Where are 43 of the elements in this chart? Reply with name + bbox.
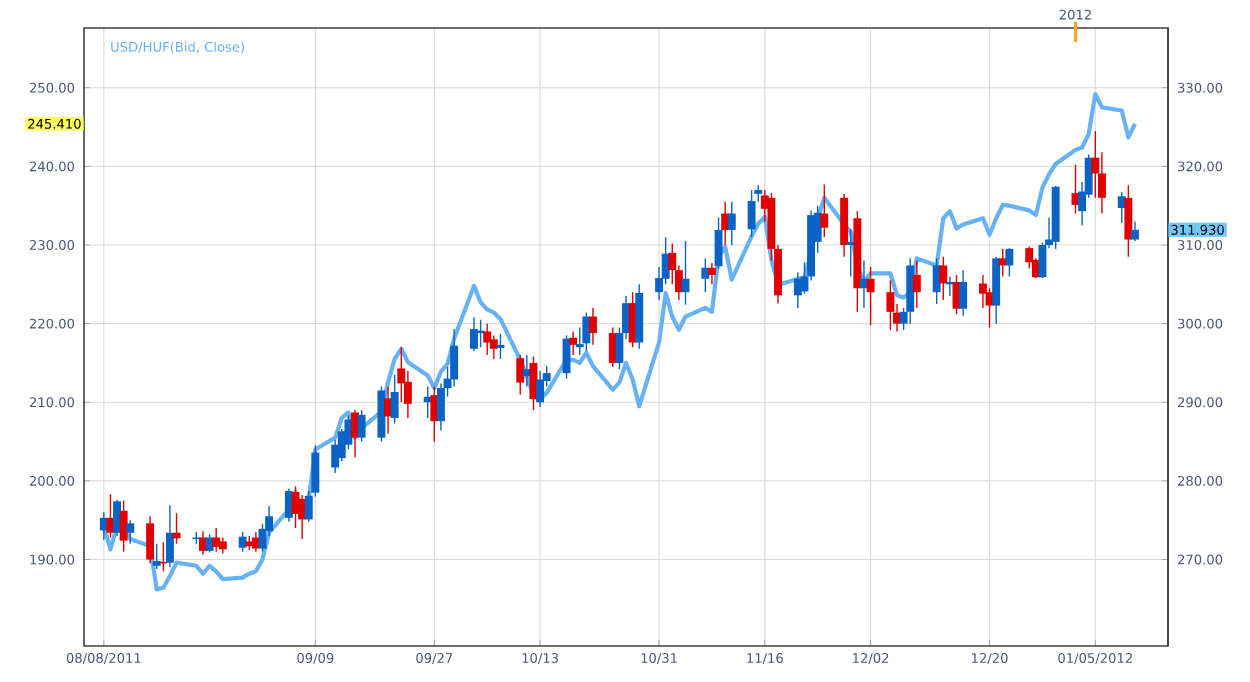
candlestick xyxy=(992,256,1001,325)
candlestick xyxy=(840,193,849,258)
candlestick xyxy=(582,311,591,352)
candlestick xyxy=(126,519,135,545)
candlestick xyxy=(536,370,545,408)
candlestick xyxy=(588,307,597,346)
candlestick xyxy=(470,316,478,352)
candlestick xyxy=(866,266,875,326)
candlestick xyxy=(284,488,293,523)
candlestick xyxy=(113,499,122,537)
candlestick xyxy=(1124,184,1133,258)
candlestick xyxy=(886,279,895,331)
candlestick xyxy=(351,409,359,458)
candlestick xyxy=(357,409,366,443)
candlestick xyxy=(516,354,525,396)
candlestick xyxy=(251,531,260,553)
candlestick xyxy=(146,515,155,565)
candlestick xyxy=(912,260,921,309)
candlestick xyxy=(714,216,723,270)
candlestick xyxy=(377,385,386,443)
candlestick xyxy=(119,499,128,553)
candlestick xyxy=(199,530,207,556)
candlestick xyxy=(959,269,968,317)
candlestick xyxy=(707,262,716,286)
candlestick xyxy=(483,322,492,356)
candlestick xyxy=(569,330,578,356)
candlestick xyxy=(152,543,161,570)
line-series xyxy=(101,91,1138,592)
candlestick xyxy=(727,201,736,246)
candlestick xyxy=(496,333,505,360)
candlestick xyxy=(820,183,829,238)
candlestick xyxy=(390,374,399,425)
candlestick xyxy=(1131,220,1139,242)
candlestick xyxy=(747,189,756,238)
candlestick xyxy=(701,257,710,293)
candlestick xyxy=(1005,247,1014,278)
candlestick xyxy=(906,257,915,325)
candlestick xyxy=(212,527,221,553)
candlestick xyxy=(165,504,174,569)
candlestick xyxy=(172,512,181,545)
candlestick xyxy=(939,256,948,301)
candlestick xyxy=(238,531,247,553)
candlestick xyxy=(1025,245,1034,270)
